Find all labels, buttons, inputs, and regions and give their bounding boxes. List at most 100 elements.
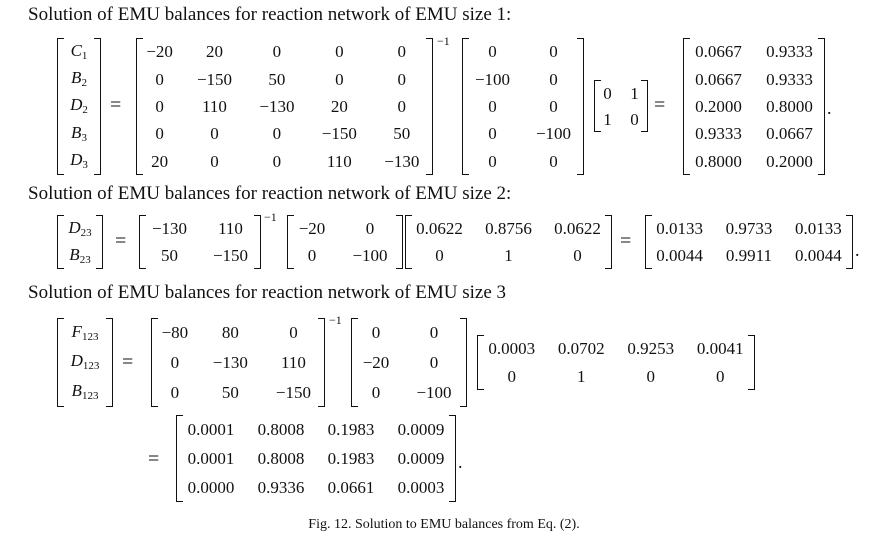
matrix-cell: 0 <box>435 246 444 265</box>
matrix-row: 0.0622 0.8756 0.0622 <box>405 215 612 242</box>
result-matrix-size-1: 0.0667 0.9333 0.0667 0.9333 0.2000 0.8000 0.93… <box>683 38 825 175</box>
matrix-cell: 0.9733 <box>725 219 773 238</box>
matrix-cell: 0.0001 <box>187 449 235 468</box>
equals-sign: = <box>654 94 666 116</box>
matrix-row: 0.9333 0.0667 <box>683 120 825 147</box>
matrix-cell: 0.0133 <box>794 219 842 238</box>
emu-symbol: B3 <box>57 120 101 147</box>
equals-sign: = <box>110 94 122 116</box>
matrix-row: 0 −130 110 <box>151 348 325 378</box>
matrix-row: 0 −150 50 0 0 <box>136 65 433 92</box>
matrix-cell: 0 <box>170 382 180 402</box>
matrix-cell: 0.2000 <box>766 151 813 171</box>
matrix-row: 0.0001 0.8008 0.1983 0.0009 <box>176 415 456 444</box>
matrix-cell: 0 <box>488 151 497 171</box>
matrix-cell: −100 <box>474 69 511 89</box>
matrix-row: 0.0000 0.9336 0.0661 0.0003 <box>176 473 456 502</box>
matrix-cell: 0.8000 <box>695 151 742 171</box>
emu-vector-size-2: D23 B23 <box>57 215 103 269</box>
matrix-cell: 1 <box>630 83 639 103</box>
emu-symbol-letter: B <box>69 244 80 264</box>
matrix-cell: −20 <box>298 219 326 238</box>
matrix-cell: 0.9336 <box>257 478 305 497</box>
result-matrix-size-2: 0.0133 0.9733 0.0133 0.0044 0.9911 0.0044 <box>645 215 853 269</box>
matrix-cell: 0 <box>549 69 558 89</box>
matrix-cell: 0 <box>272 151 282 171</box>
matrix-cell: 50 <box>161 246 178 265</box>
matrix-cell: 0.0001 <box>187 420 235 439</box>
matrix-row: 0 −100 <box>462 120 584 147</box>
matrix-cell: 0.0044 <box>794 246 842 265</box>
emu-symbol: D123 <box>57 348 113 378</box>
matrix-cell: 0 <box>365 219 375 238</box>
matrix-cell: 0 <box>646 366 656 386</box>
matrix-cell: 0 <box>335 69 344 89</box>
matrix-cell: 0 <box>307 246 317 265</box>
matrix-row: 0 −100 <box>287 242 403 269</box>
matrix-cell: 0 <box>335 42 344 62</box>
matrix-cell: 1 <box>577 366 586 386</box>
matrix-row: 0.2000 0.8000 <box>683 93 825 120</box>
matrix-cell: 0.0622 <box>416 219 463 238</box>
matrix-b-size-1: 0 0 −100 0 0 0 0 −100 0 0 <box>462 38 584 175</box>
emu-symbol-letter: B <box>71 381 82 401</box>
matrix-row: B3 <box>57 120 101 147</box>
matrix-cell: 0 <box>507 366 517 386</box>
emu-symbol-subscript: 2 <box>82 104 88 117</box>
emu-symbol-letter: D <box>70 95 83 115</box>
emu-symbol-subscript: 23 <box>79 253 91 266</box>
matrix-cell: 0.0041 <box>696 339 744 359</box>
emu-symbol-subscript: 2 <box>81 77 87 90</box>
matrix-cell: 0 <box>371 382 381 402</box>
matrix-cell: 0.9253 <box>627 339 675 359</box>
matrix-row: −20 0 <box>287 215 403 242</box>
matrix-cell: 0.2000 <box>695 96 742 116</box>
matrix-cell: 0.8000 <box>766 96 813 116</box>
matrix-cell: 1 <box>504 246 513 265</box>
equals-sign: = <box>148 448 160 470</box>
matrix-cell: 0.9333 <box>766 42 813 62</box>
inverse-exponent: −1 <box>329 313 342 327</box>
matrix-cell: 0.9911 <box>725 246 773 265</box>
matrix-cell: 0 <box>549 151 558 171</box>
matrix-cell: 0.8756 <box>485 219 532 238</box>
matrix-cell: 0.1983 <box>327 449 375 468</box>
emu-symbol-subscript: 1 <box>81 49 88 62</box>
emu-vector-size-1: C1 B2 D2 B3 D3 <box>57 38 101 175</box>
matrix-cell: 110 <box>218 219 243 238</box>
emu-symbol-subscript: 123 <box>82 360 100 373</box>
matrix-cell: 0.0003 <box>397 478 445 497</box>
matrix-cell: 0.9333 <box>695 124 742 144</box>
matrix-cell: 0 <box>155 124 164 144</box>
matrix-cell: 0 <box>603 83 612 103</box>
matrix-row: D3 <box>57 148 101 175</box>
period: . <box>458 452 463 472</box>
matrix-row: 0.0133 0.9733 0.0133 <box>645 215 853 242</box>
heading-emu-size-2: Solution of EMU balances for reaction ne… <box>28 183 512 204</box>
matrix-a-size-1: −20 20 0 0 0 0 −150 50 0 0 0 110 −130 20 0 0 0 0 −150 50 20 0… <box>136 38 433 175</box>
matrix-cell: 0 <box>210 151 219 171</box>
matrix-row: −20 20 0 0 0 <box>136 38 433 65</box>
emu-symbol: C1 <box>57 38 101 65</box>
matrix-cell: −20 <box>146 42 173 62</box>
matrix-cell: 0 <box>549 96 558 116</box>
matrix-cell: 0 <box>573 246 582 265</box>
matrix-cell: 50 <box>221 382 239 402</box>
matrix-row: −20 0 <box>351 348 467 378</box>
emu-symbol-subscript: 3 <box>81 131 87 144</box>
emu-vector-size-3: F123 D123 B123 <box>57 318 113 407</box>
inverse-exponent: −1 <box>437 34 450 48</box>
matrix-row: 0.0003 0.0702 0.9253 0.0041 <box>477 335 755 363</box>
matrix-row: 0 −100 <box>351 377 467 407</box>
period: . <box>827 98 832 118</box>
matrix-cell: −150 <box>196 69 233 89</box>
heading-emu-size-3: Solution of EMU balances for reaction ne… <box>28 282 507 303</box>
emu-symbol-subscript: 123 <box>81 330 99 343</box>
matrix-cell: 0 <box>397 42 407 62</box>
matrix-cell: 0 <box>289 323 298 343</box>
matrix-row: D23 <box>57 215 103 242</box>
matrix-cell: 0 <box>630 109 639 129</box>
